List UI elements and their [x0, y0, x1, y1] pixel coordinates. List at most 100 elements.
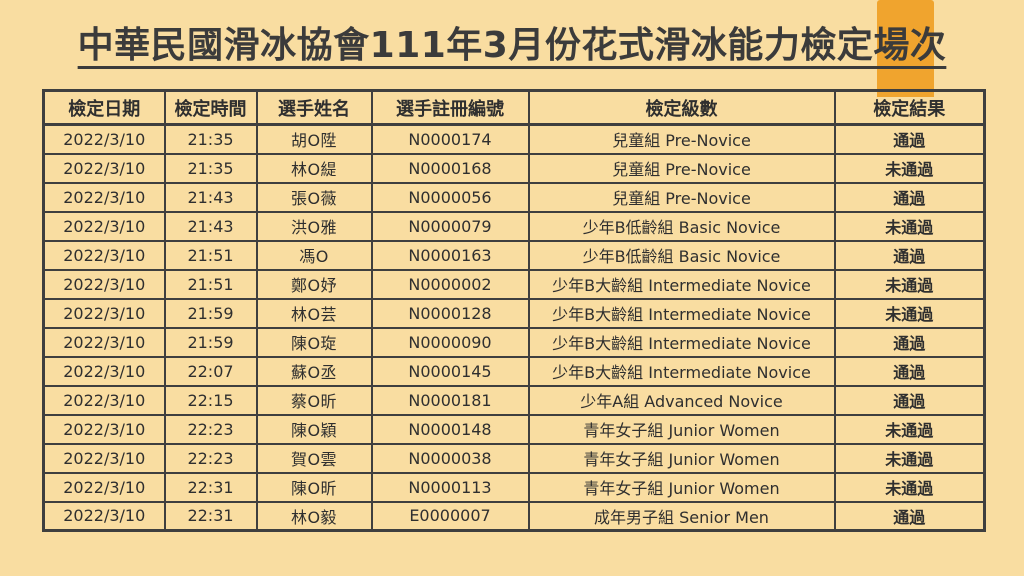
- cell-test-result: 未通過: [833, 268, 986, 300]
- table-row: 2022/3/10 21:59 陳O琁 N0000090 少年B大齡組 Intermed…: [42, 326, 986, 358]
- cell-test-time: 21:35: [163, 152, 258, 184]
- table-header-row: 檢定日期 檢定時間 選手姓名 選手註冊編號 檢定級數 檢定結果: [42, 89, 986, 126]
- cell-test-result: 通過: [833, 239, 986, 271]
- cell-test-result: 通過: [833, 384, 986, 416]
- cell-test-time: 22:23: [163, 442, 258, 474]
- table-row: 2022/3/10 22:31 林O毅 E0000007 成年男子組 Senior Me…: [42, 500, 986, 532]
- cell-registration-number: N0000056: [370, 181, 530, 213]
- cell-test-level: 兒童組 Pre-Novice: [527, 181, 836, 213]
- cell-test-result: 未通過: [833, 413, 986, 445]
- cell-athlete-name: 蔡O昕: [255, 384, 373, 416]
- cell-test-result: 未通過: [833, 297, 986, 329]
- cell-test-date: 2022/3/10: [42, 181, 166, 213]
- cell-registration-number: N0000038: [370, 442, 530, 474]
- cell-registration-number: N0000002: [370, 268, 530, 300]
- cell-test-date: 2022/3/10: [42, 413, 166, 445]
- cell-test-result: 通過: [833, 355, 986, 387]
- cell-registration-number: N0000181: [370, 384, 530, 416]
- cell-registration-number: N0000090: [370, 326, 530, 358]
- table-row: 2022/3/10 22:31 陳O昕 N0000113 青年女子組 Junior Wo…: [42, 471, 986, 503]
- cell-test-date: 2022/3/10: [42, 297, 166, 329]
- cell-test-date: 2022/3/10: [42, 210, 166, 242]
- table-row: 2022/3/10 21:51 馮O N0000163 少年B低齡組 Basic Nov…: [42, 239, 986, 271]
- cell-test-level: 成年男子組 Senior Men: [527, 500, 836, 532]
- cell-test-date: 2022/3/10: [42, 326, 166, 358]
- header-registration-number: 選手註冊編號: [370, 89, 530, 126]
- table-row: 2022/3/10 22:15 蔡O昕 N0000181 少年A組 Advanced N…: [42, 384, 986, 416]
- cell-test-date: 2022/3/10: [42, 268, 166, 300]
- cell-test-result: 通過: [833, 123, 986, 155]
- cell-test-result: 未通過: [833, 210, 986, 242]
- cell-registration-number: N0000113: [370, 471, 530, 503]
- cell-test-date: 2022/3/10: [42, 471, 166, 503]
- cell-test-time: 21:51: [163, 268, 258, 300]
- table-row: 2022/3/10 21:43 張O薇 N0000056 兒童組 Pre-Novice 通…: [42, 181, 986, 213]
- cell-test-result: 未通過: [833, 442, 986, 474]
- cell-test-time: 21:59: [163, 297, 258, 329]
- cell-test-level: 青年女子組 Junior Women: [527, 413, 836, 445]
- cell-test-time: 22:15: [163, 384, 258, 416]
- cell-registration-number: N0000128: [370, 297, 530, 329]
- cell-test-time: 22:07: [163, 355, 258, 387]
- cell-test-level: 少年B低齡組 Basic Novice: [527, 210, 836, 242]
- cell-athlete-name: 陳O琁: [255, 326, 373, 358]
- cell-test-result: 未通過: [833, 152, 986, 184]
- table-row: 2022/3/10 21:59 林O芸 N0000128 少年B大齡組 Intermed…: [42, 297, 986, 329]
- accent-stripe: [877, 0, 934, 97]
- cell-test-result: 通過: [833, 326, 986, 358]
- cell-test-date: 2022/3/10: [42, 123, 166, 155]
- table-row: 2022/3/10 22:07 蘇O丞 N0000145 少年B大齡組 Intermed…: [42, 355, 986, 387]
- table-row: 2022/3/10 21:35 胡O陞 N0000174 兒童組 Pre-Novice 通…: [42, 123, 986, 155]
- table-row: 2022/3/10 22:23 陳O穎 N0000148 青年女子組 Junior Wo…: [42, 413, 986, 445]
- cell-test-level: 兒童組 Pre-Novice: [527, 123, 836, 155]
- cell-test-time: 22:31: [163, 471, 258, 503]
- cell-test-date: 2022/3/10: [42, 355, 166, 387]
- header-test-level: 檢定級數: [527, 89, 836, 126]
- table-row: 2022/3/10 21:43 洪O雅 N0000079 少年B低齡組 Basic No…: [42, 210, 986, 242]
- table-row: 2022/3/10 21:51 鄭O妤 N0000002 少年B大齡組 Intermed…: [42, 268, 986, 300]
- cell-test-time: 21:51: [163, 239, 258, 271]
- cell-test-date: 2022/3/10: [42, 500, 166, 532]
- cell-registration-number: N0000079: [370, 210, 530, 242]
- cell-test-time: 22:31: [163, 500, 258, 532]
- cell-athlete-name: 鄭O妤: [255, 268, 373, 300]
- cell-athlete-name: 林O緹: [255, 152, 373, 184]
- cell-athlete-name: 洪O雅: [255, 210, 373, 242]
- cell-athlete-name: 張O薇: [255, 181, 373, 213]
- cell-test-level: 青年女子組 Junior Women: [527, 471, 836, 503]
- cell-test-time: 22:23: [163, 413, 258, 445]
- cell-test-date: 2022/3/10: [42, 239, 166, 271]
- cell-registration-number: N0000145: [370, 355, 530, 387]
- cell-test-date: 2022/3/10: [42, 384, 166, 416]
- cell-athlete-name: 蘇O丞: [255, 355, 373, 387]
- cell-test-result: 未通過: [833, 471, 986, 503]
- cell-athlete-name: 馮O: [255, 239, 373, 271]
- cell-test-time: 21:35: [163, 123, 258, 155]
- cell-test-level: 青年女子組 Junior Women: [527, 442, 836, 474]
- cell-registration-number: N0000163: [370, 239, 530, 271]
- cell-registration-number: N0000168: [370, 152, 530, 184]
- table-row: 2022/3/10 21:35 林O緹 N0000168 兒童組 Pre-Novice 未…: [42, 152, 986, 184]
- cell-test-result: 通過: [833, 500, 986, 532]
- cell-test-date: 2022/3/10: [42, 442, 166, 474]
- cell-test-result: 通過: [833, 181, 986, 213]
- cell-registration-number: N0000148: [370, 413, 530, 445]
- cell-athlete-name: 陳O穎: [255, 413, 373, 445]
- cell-athlete-name: 陳O昕: [255, 471, 373, 503]
- cell-test-level: 少年B大齡組 Intermediate Novice: [527, 268, 836, 300]
- cell-test-time: 21:43: [163, 181, 258, 213]
- cell-athlete-name: 林O芸: [255, 297, 373, 329]
- cell-athlete-name: 胡O陞: [255, 123, 373, 155]
- page-title: 中華民國滑冰協會111年3月份花式滑冰能力檢定場次: [77, 25, 947, 66]
- cell-athlete-name: 賀O雲: [255, 442, 373, 474]
- cell-test-time: 21:43: [163, 210, 258, 242]
- header-test-time: 檢定時間: [163, 89, 258, 126]
- cell-test-level: 兒童組 Pre-Novice: [527, 152, 836, 184]
- certification-table: 檢定日期 檢定時間 選手姓名 選手註冊編號 檢定級數 檢定結果 2022/3/1…: [42, 89, 986, 532]
- header-test-date: 檢定日期: [42, 89, 166, 126]
- cell-test-level: 少年B大齡組 Intermediate Novice: [527, 297, 836, 329]
- cell-test-date: 2022/3/10: [42, 152, 166, 184]
- header-test-result: 檢定結果: [833, 89, 986, 126]
- cell-athlete-name: 林O毅: [255, 500, 373, 532]
